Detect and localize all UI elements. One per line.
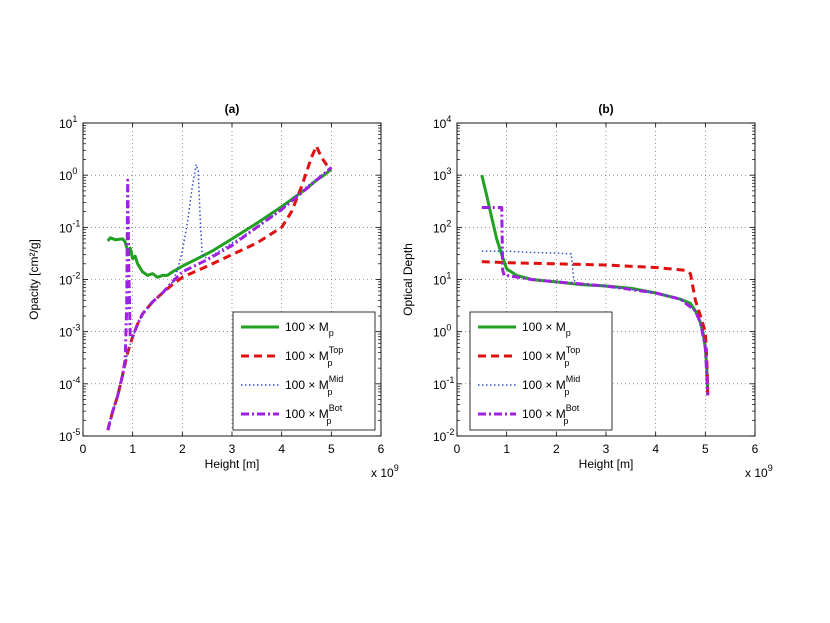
y-tick-label: 101 [59, 114, 77, 131]
x-tick-label: 3 [229, 442, 236, 456]
y-tick-label: 101 [433, 271, 451, 288]
y-tick-label: 102 [433, 218, 451, 235]
legend-label: 100 × MBot p [285, 403, 343, 426]
y-tick-label: 10-1 [433, 375, 454, 392]
x-tick-label: 2 [553, 442, 560, 456]
legend-label: 100 × MTop p [522, 345, 580, 368]
y-tick-label: 10-5 [59, 427, 80, 444]
x-tick-label: 2 [179, 442, 186, 456]
legend: 100 × Mp 100 × MTop p 100 × MMid p 100 × MBot… [469, 311, 613, 431]
y-tick-label: 10-1 [59, 218, 80, 235]
x-tick-label: 5 [702, 442, 709, 456]
series-line-bot [106, 166, 333, 431]
x-axis-multiplier: x 109 [745, 463, 773, 480]
y-tick-label: 10-4 [59, 375, 80, 392]
legend-box [469, 311, 613, 431]
y-tick-label: 103 [433, 166, 451, 183]
chart-panel-a: 0 1 2 3 4 5 6 10-5 10-4 10-3 10-2 10-1 100 101 (a) Heig… [27, 102, 399, 480]
legend-label: 100 × MMid p [522, 374, 580, 397]
y-tick-label: 10-3 [59, 323, 80, 340]
series-line-top [481, 260, 710, 396]
x-tick-label: 4 [652, 442, 659, 456]
y-tick-label: 10-2 [59, 271, 80, 288]
x-tick-label: 6 [752, 442, 759, 456]
x-axis-label: Height [m] [205, 457, 260, 471]
x-tick-label: 3 [603, 442, 610, 456]
x-tick-label: 0 [80, 442, 87, 456]
series-line-mid [107, 163, 332, 431]
legend: 100 × Mp 100 × MTop p 100 × MMid p 100 × MBot… [232, 311, 376, 431]
legend-label: 100 × MTop p [285, 345, 343, 368]
x-tick-label: 1 [503, 442, 510, 456]
y-tick-label: 10-2 [433, 427, 454, 444]
y-axis-label: Opacity [cm²/g] [27, 239, 41, 320]
x-tick-label: 0 [454, 442, 461, 456]
y-axis-label: Optical Depth [401, 243, 415, 316]
y-tick-label: 100 [433, 323, 451, 340]
chart-panel-b: 0 1 2 3 4 5 6 10-2 10-1 100 101 102 103 104 (b) Height … [401, 102, 773, 480]
y-tick-label: 104 [433, 114, 451, 131]
x-tick-label: 5 [328, 442, 335, 456]
legend-label: 100 × Mp [285, 320, 334, 338]
legend-box [232, 311, 376, 431]
x-tick-label: 6 [378, 442, 385, 456]
series-line-bot [481, 206, 710, 396]
legend-label: 100 × Mp [522, 320, 571, 338]
x-axis-multiplier: x 109 [371, 463, 399, 480]
legend-label: 100 × MMid p [285, 374, 343, 397]
x-tick-label: 4 [278, 442, 285, 456]
chart-title: (b) [598, 102, 613, 116]
x-axis-label: Height [m] [579, 457, 634, 471]
legend-label: 100 × MBot p [522, 403, 580, 426]
y-tick-label: 100 [59, 166, 77, 183]
series-line-p [106, 168, 333, 279]
chart-title: (a) [225, 102, 240, 116]
series-group [106, 144, 333, 431]
x-tick-label: 1 [129, 442, 136, 456]
series-group [480, 174, 710, 396]
